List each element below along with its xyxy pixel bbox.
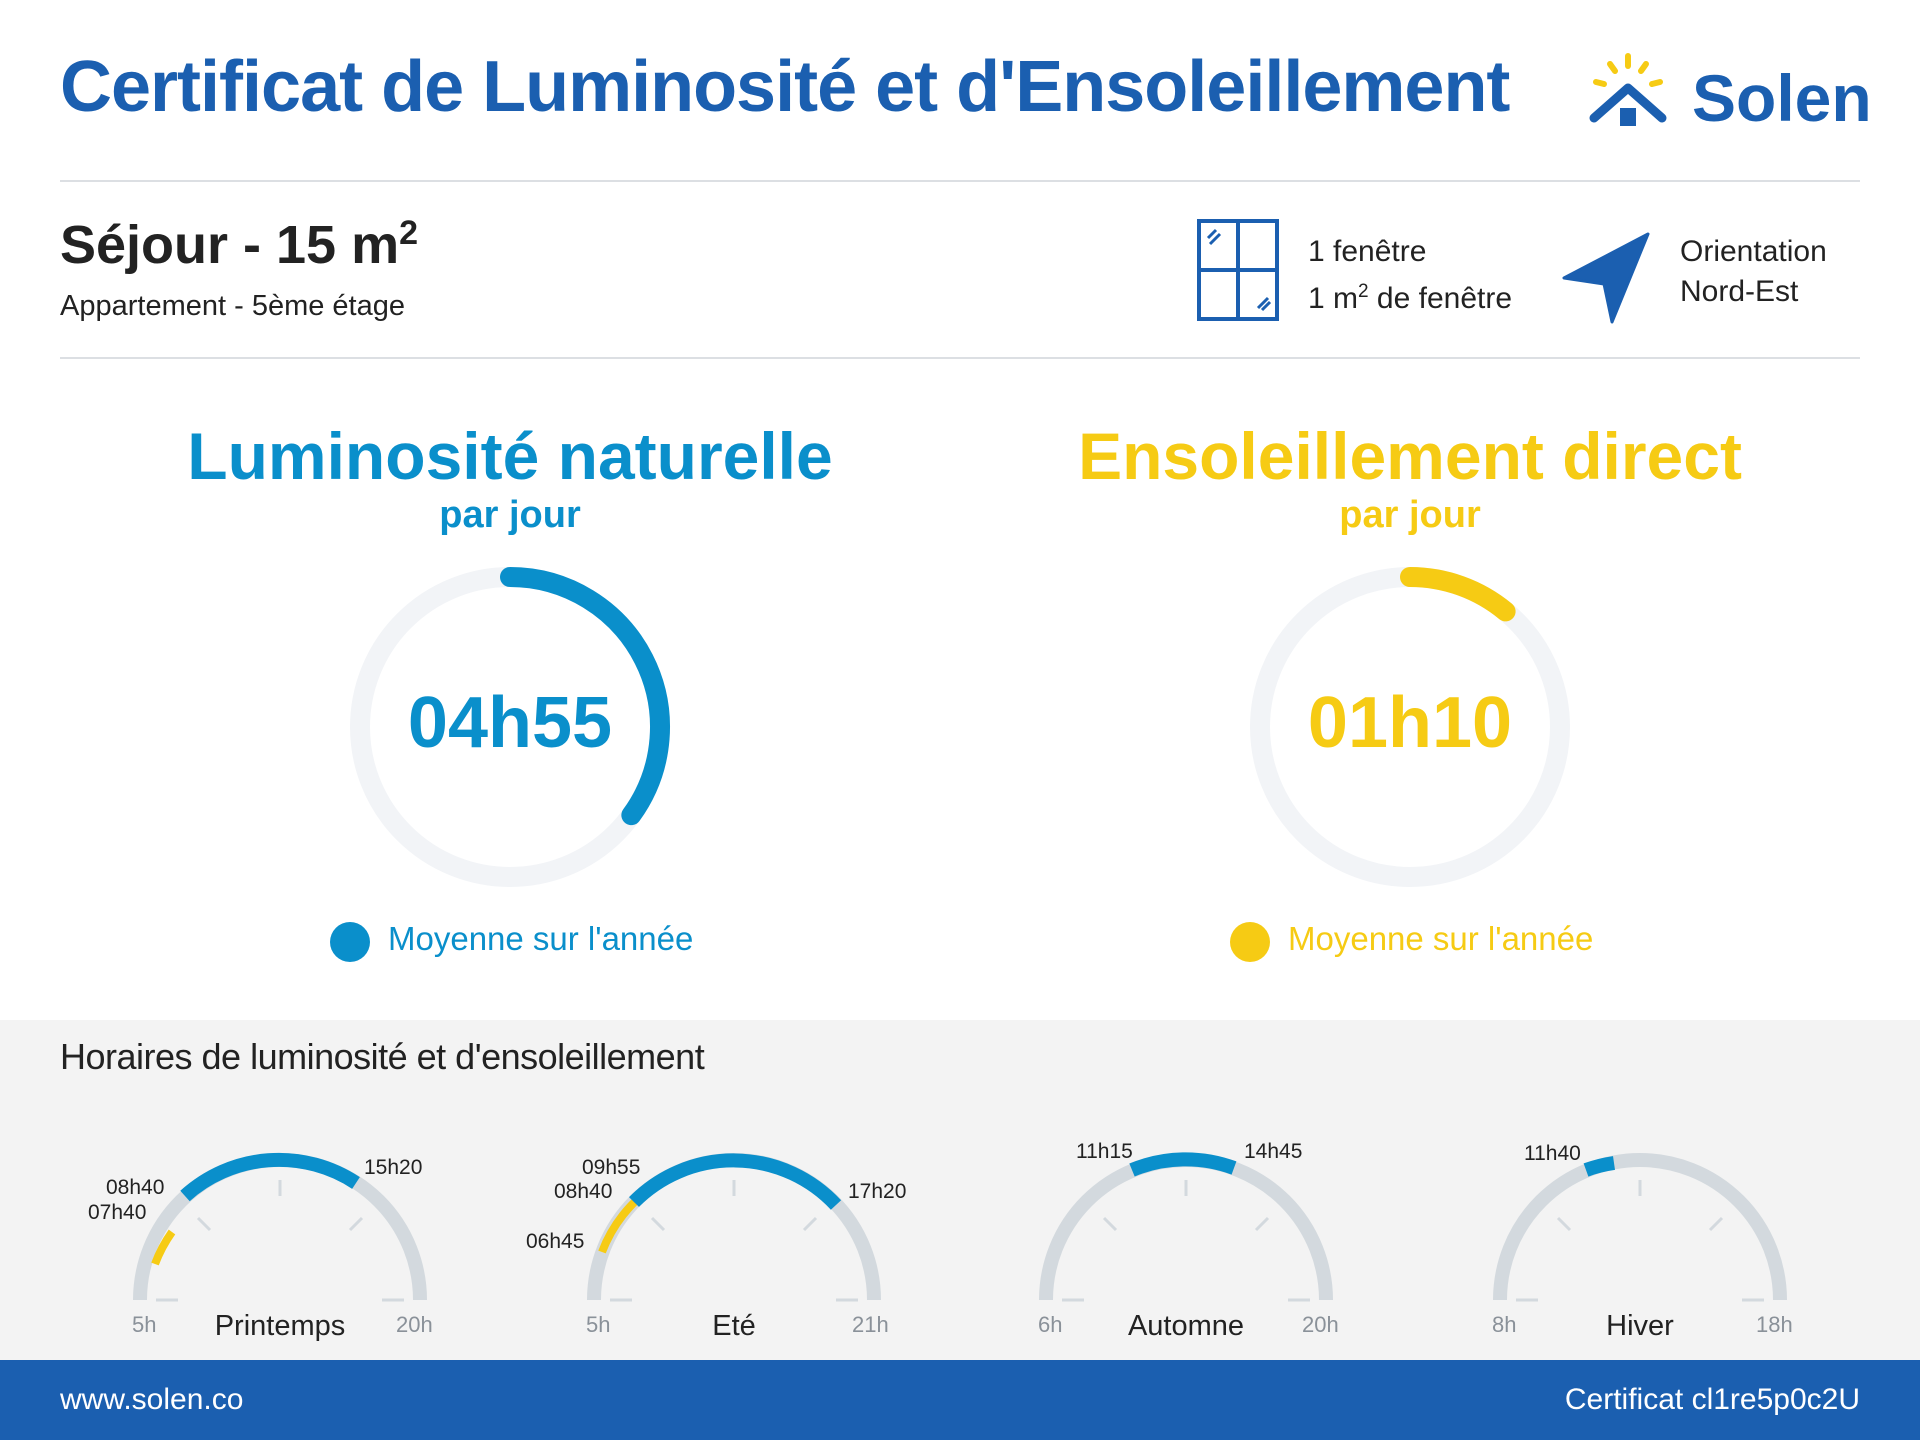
sun-arc [151, 1229, 176, 1266]
light-arc [1583, 1156, 1616, 1177]
tick-marks [156, 1180, 404, 1302]
luminosite-gauge [350, 567, 670, 887]
schedule-title: Horaires de luminosité et d'ensoleilleme… [60, 1036, 705, 1077]
ete-start: 5h [586, 1312, 611, 1337]
legend-dot [1230, 922, 1270, 962]
area-exponent: 2 [399, 214, 419, 252]
window-icon [1197, 219, 1279, 321]
schedule-panel [0, 1020, 1920, 1360]
light-arc [180, 1152, 360, 1202]
ete-sun-from: 06h45 [526, 1230, 585, 1253]
tick-marks [610, 1180, 858, 1302]
tick-marks [1516, 1180, 1764, 1302]
ete-light-to: 17h20 [848, 1180, 907, 1203]
window-info: 1 fenêtre 1 m2 de fenêtre [1308, 232, 1512, 319]
season-track [1493, 1153, 1787, 1301]
luminosite-title: Luminosité naturelle [187, 419, 833, 493]
season-gauge-automne [1039, 1152, 1333, 1302]
window-area: 1 m2 de fenêtre [1308, 281, 1513, 315]
printemps-light-from: 08h40 [106, 1176, 165, 1199]
season-name-ete: Eté [712, 1310, 756, 1342]
ete-end: 21h [852, 1312, 889, 1337]
hiver-light-from: 11h40 [1524, 1142, 1581, 1165]
printemps-end: 20h [396, 1312, 433, 1337]
light-arc [629, 1153, 842, 1210]
ensoleillement-subtitle: par jour [1339, 494, 1481, 536]
season-name-printemps: Printemps [214, 1310, 346, 1342]
automne-start: 6h [1038, 1312, 1063, 1337]
ensoleillement-value: 01h10 [1307, 683, 1513, 763]
page-title: Certificat de Luminosité et d'Ensoleille… [60, 47, 1510, 127]
tick-marks [1062, 1180, 1310, 1302]
hiver-start: 8h [1492, 1312, 1517, 1337]
ensoleillement-title: Ensoleillement direct [1078, 419, 1742, 493]
automne-light-from: 11h15 [1076, 1140, 1133, 1163]
footer-url-link[interactable]: www.solen.co [60, 1383, 244, 1416]
automne-light-to: 14h45 [1244, 1140, 1303, 1163]
light-arc [1129, 1152, 1237, 1177]
window-count: 1 fenêtre [1308, 235, 1427, 268]
hiver-end: 18h [1756, 1312, 1793, 1337]
brand-name: Solen [1692, 61, 1872, 135]
ete-sun-to: 09h55 [582, 1156, 641, 1179]
season-gauge-printemps [133, 1152, 427, 1302]
divider [60, 180, 1860, 182]
luminosite-subtitle: par jour [439, 494, 581, 536]
gauge-progress-arc [500, 567, 670, 826]
footer-certificate-id: Certificat cl1re5p0c2U [1564, 1383, 1860, 1416]
orientation-info: Orientation Nord-Est [1680, 232, 1827, 312]
season-name-automne: Automne [1127, 1310, 1245, 1342]
gauge-progress-arc [1400, 567, 1516, 622]
divider [60, 357, 1860, 359]
ensoleillement-legend: Moyenne sur l'année [1288, 920, 1594, 957]
solen-logo-icon [1589, 53, 1667, 126]
ensoleillement-gauge [1250, 567, 1570, 887]
season-gauge-ete [587, 1153, 881, 1302]
printemps-sun-from: 07h40 [88, 1201, 147, 1224]
season-name-hiver: Hiver [1606, 1310, 1674, 1342]
printemps-start: 5h [132, 1312, 157, 1337]
footer [0, 1360, 1920, 1440]
orientation-label: Orientation [1680, 235, 1827, 268]
room-title: Séjour - 15 m2 [60, 214, 418, 276]
printemps-light-to: 15h20 [364, 1156, 423, 1179]
room-name: Séjour - 15 m [60, 215, 400, 275]
orientation-value: Nord-Est [1680, 275, 1799, 308]
automne-end: 20h [1302, 1312, 1339, 1337]
navigation-arrow-icon [1562, 232, 1650, 324]
ete-light-from: 08h40 [554, 1180, 613, 1203]
luminosite-legend: Moyenne sur l'année [388, 920, 694, 957]
room-subtitle: Appartement - 5ème étage [60, 290, 405, 322]
legend-dot [330, 922, 370, 962]
season-gauge-hiver [1493, 1153, 1787, 1302]
luminosite-value: 04h55 [407, 683, 613, 763]
